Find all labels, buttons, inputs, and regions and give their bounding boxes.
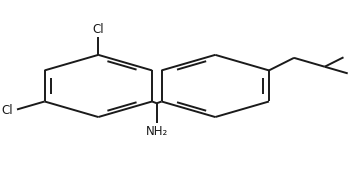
Text: Cl: Cl: [2, 104, 13, 117]
Text: Cl: Cl: [93, 23, 104, 36]
Text: NH₂: NH₂: [146, 125, 168, 139]
